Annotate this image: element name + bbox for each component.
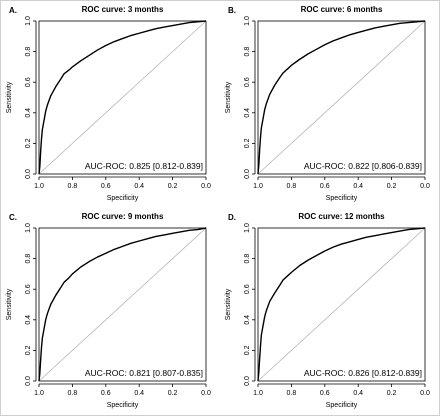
y-tick-label: 0.0 — [244, 376, 251, 386]
auc-annotation: AUC-ROC: 0.826 [0.812-0.839] — [304, 368, 422, 378]
chart-title: ROC curve: 12 months — [298, 212, 385, 221]
auc-annotation: AUC-ROC: 0.825 [0.812-0.839] — [85, 161, 203, 171]
y-tick-label: 0.8 — [25, 254, 32, 264]
x-tick-label: 0.0 — [201, 183, 211, 190]
y-tick-label: 0.6 — [25, 284, 32, 294]
plot-frame — [38, 20, 207, 175]
x-tick-label: 0.8 — [287, 183, 297, 190]
y-tick-label: 1.0 — [244, 223, 251, 233]
plot-frame — [257, 20, 426, 175]
x-tick-label: 0.8 — [68, 183, 78, 190]
x-tick-label: 1.0 — [34, 390, 44, 397]
y-tick-label: 1.0 — [25, 16, 32, 26]
y-axis-label: Sensitivity — [225, 81, 232, 113]
roc-panel-a: A. ROC curve: 3 months 1.0 0.8 0.6 0.4 0.2 0.0 S… — [1, 1, 220, 208]
roc-curve-line — [257, 20, 426, 175]
chart-title: ROC curve: 6 months — [301, 5, 383, 14]
reference-line — [38, 227, 207, 382]
x-axis-label: Specificity — [326, 402, 358, 409]
panel-label: D. — [228, 213, 236, 222]
roc-panel-d: D. ROC curve: 12 months 1.0 0.8 0.6 0.4 0.2 0.0… — [220, 208, 439, 415]
plot-frame — [257, 227, 426, 382]
x-tick-label: 0.2 — [387, 390, 397, 397]
chart-title: ROC curve: 9 months — [82, 212, 164, 221]
roc-chart-a: A. ROC curve: 3 months 1.0 0.8 0.6 0.4 0.2 0.0 S… — [6, 5, 211, 202]
y-tick-label: 0.2 — [25, 345, 32, 355]
y-axis-label: Sensitivity — [225, 288, 232, 320]
panel-label: A. — [9, 6, 17, 15]
y-tick-label: 0.0 — [244, 169, 251, 179]
x-tick-label: 0.6 — [320, 390, 330, 397]
y-tick-label: 0.6 — [25, 77, 32, 87]
y-tick-label: 0.4 — [25, 108, 32, 118]
y-tick-label: 1.0 — [25, 223, 32, 233]
y-tick-label: 0.0 — [25, 376, 32, 386]
y-tick-label: 0.4 — [25, 315, 32, 325]
x-tick-label: 1.0 — [253, 183, 263, 190]
y-tick-label: 0.4 — [244, 315, 251, 325]
y-tick-label: 0.2 — [25, 138, 32, 148]
panel-label: C. — [9, 213, 17, 222]
reference-line — [38, 20, 207, 175]
x-tick-label: 0.2 — [387, 183, 397, 190]
x-tick-label: 0.4 — [353, 183, 363, 190]
x-tick-label: 0.2 — [168, 183, 178, 190]
y-tick-label: 0.6 — [244, 284, 251, 294]
chart-title: ROC curve: 3 months — [82, 5, 164, 14]
y-tick-label: 0.6 — [244, 77, 251, 87]
x-tick-label: 0.4 — [134, 390, 144, 397]
roc-curve-line — [38, 20, 207, 175]
auc-annotation: AUC-ROC: 0.822 [0.806-0.839] — [304, 161, 422, 171]
roc-chart-c: C. ROC curve: 9 months 1.0 0.8 0.6 0.4 0.2 0.0 S… — [6, 212, 211, 409]
roc-curve-line — [38, 227, 207, 382]
roc-curve-line — [257, 227, 426, 382]
y-tick-label: 0.8 — [244, 254, 251, 264]
x-axis-label: Specificity — [107, 195, 139, 202]
x-tick-label: 1.0 — [34, 183, 44, 190]
x-tick-label: 0.0 — [420, 183, 430, 190]
y-axis-label: Sensitivity — [6, 81, 13, 113]
x-tick-label: 0.8 — [287, 390, 297, 397]
x-tick-label: 0.4 — [134, 183, 144, 190]
x-axis-label: Specificity — [107, 402, 139, 409]
x-tick-label: 0.8 — [68, 390, 78, 397]
reference-line — [257, 20, 426, 175]
x-tick-label: 0.0 — [201, 390, 211, 397]
x-tick-label: 0.6 — [101, 183, 111, 190]
panel-label: B. — [228, 6, 236, 15]
reference-line — [257, 227, 426, 382]
y-tick-label: 0.2 — [244, 138, 251, 148]
roc-panel-b: B. ROC curve: 6 months 1.0 0.8 0.6 0.4 0.2 0.0 S… — [220, 1, 439, 208]
y-tick-label: 0.8 — [25, 47, 32, 57]
x-tick-label: 0.6 — [101, 390, 111, 397]
x-tick-label: 1.0 — [253, 390, 263, 397]
y-tick-label: 0.8 — [244, 47, 251, 57]
x-tick-label: 0.6 — [320, 183, 330, 190]
x-tick-label: 0.0 — [420, 390, 430, 397]
x-axis-label: Specificity — [326, 195, 358, 202]
roc-chart-b: B. ROC curve: 6 months 1.0 0.8 0.6 0.4 0.2 0.0 S… — [225, 5, 430, 202]
x-tick-label: 0.2 — [168, 390, 178, 397]
x-tick-label: 0.4 — [353, 390, 363, 397]
y-tick-label: 0.0 — [25, 169, 32, 179]
roc-panel-c: C. ROC curve: 9 months 1.0 0.8 0.6 0.4 0.2 0.0 S… — [1, 208, 220, 415]
roc-chart-d: D. ROC curve: 12 months 1.0 0.8 0.6 0.4 0.2 0.0… — [225, 212, 430, 409]
auc-annotation: AUC-ROC: 0.821 [0.807-0.835] — [85, 368, 203, 378]
y-tick-label: 0.4 — [244, 108, 251, 118]
y-tick-label: 0.2 — [244, 345, 251, 355]
y-tick-label: 1.0 — [244, 16, 251, 26]
plot-frame — [38, 227, 207, 382]
y-axis-label: Sensitivity — [6, 288, 13, 320]
